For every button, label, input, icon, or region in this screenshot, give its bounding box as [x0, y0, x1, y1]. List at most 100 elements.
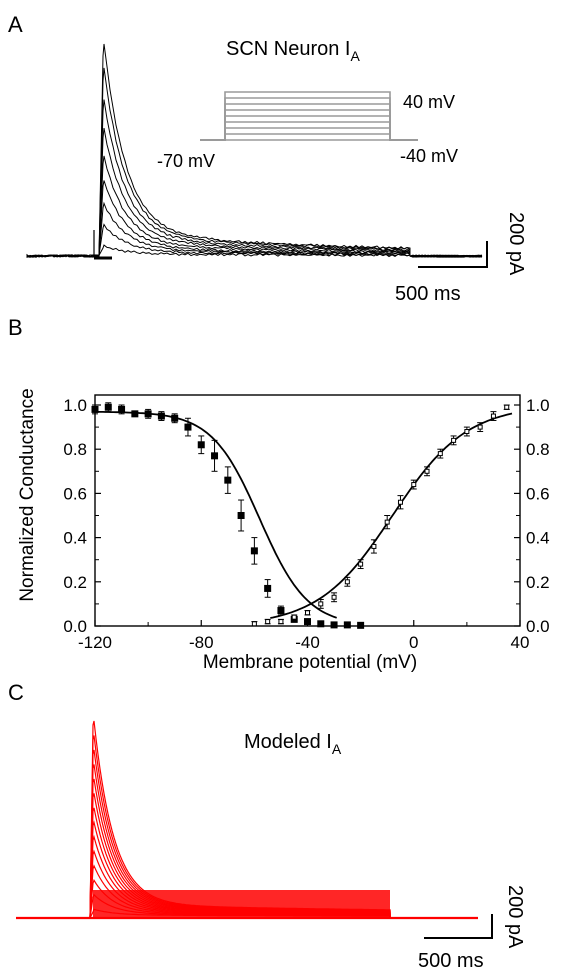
data-point-filled: [157, 412, 165, 420]
data-point-filled: [330, 621, 338, 629]
panel-c-scale-bar: [424, 914, 493, 939]
fit-curve: [94, 410, 337, 619]
data-point-open: [411, 482, 417, 488]
data-points: [91, 402, 510, 629]
data-point-open: [358, 561, 364, 567]
data-point-filled: [304, 618, 311, 626]
panel-b: B Normalized Conductance -120 -80 -40 0 400.…: [8, 315, 550, 673]
panel-a-title-main: SCN Neuron I: [226, 38, 351, 60]
panel-c-letter: C: [8, 680, 24, 705]
data-point-open: [305, 610, 310, 616]
plot-axes: -120 -80 -40 0 400.00.20.40.60.81.00.00.20.4…: [63, 394, 550, 652]
panel-c: C Modeled IA 200 pA 500 ms: [8, 680, 526, 972]
protocol-step-trace: [200, 121, 418, 141]
data-point-filled: [343, 621, 351, 629]
protocol-step-bottom-label: -40 mV: [400, 146, 458, 166]
data-point-open: [265, 619, 271, 625]
modeled-traces: [16, 720, 478, 920]
data-point-filled: [91, 405, 99, 413]
data-point-filled: [118, 405, 126, 413]
fit-curve: [270, 412, 513, 619]
x-axis-label: Membrane potential (mV): [203, 652, 417, 673]
current-trace: [26, 99, 483, 259]
y-tick-label: 0.2: [63, 573, 87, 592]
data-point-filled: [211, 452, 219, 460]
panel-a-title-subscript: A: [351, 48, 361, 64]
panel-a-scale-time-label: 500 ms: [395, 283, 461, 305]
data-point-open: [318, 601, 324, 607]
y-right-tick-label: 0.6: [526, 484, 550, 503]
data-point-open: [490, 413, 496, 419]
data-point-filled: [357, 621, 365, 629]
panel-a-scale-bar: [418, 241, 488, 268]
data-point-filled: [237, 512, 245, 519]
x-tick-label: 0: [409, 633, 418, 652]
panel-c-title: Modeled IA: [244, 731, 342, 757]
panel-a: A SCN Neuron IA 40 mV -70 mV -40 mV 200 …: [8, 12, 527, 305]
current-trace: [26, 180, 483, 258]
data-point-filled: [144, 410, 152, 418]
data-point-filled: [104, 403, 112, 411]
protocol-step-top-label: 40 mV: [403, 92, 455, 112]
y-right-tick-label: 0.4: [526, 529, 550, 548]
data-point-filled: [277, 607, 285, 615]
x-tick-label: -80: [189, 633, 214, 652]
data-point-open: [331, 594, 337, 600]
y-tick-label: 1.0: [63, 396, 87, 415]
current-trace: [26, 155, 483, 258]
protocol-holding-label: -70 mV: [157, 151, 215, 171]
data-point-filled: [171, 414, 179, 422]
fit-curves: [94, 410, 513, 619]
panel-a-scale-current-label: 200 pA: [505, 212, 527, 276]
data-point-filled: [250, 547, 258, 555]
data-point-open: [384, 519, 390, 525]
data-point-filled: [131, 410, 139, 418]
panel-c-title-subscript: A: [332, 741, 342, 757]
current-trace: [26, 201, 483, 258]
panel-a-title: SCN Neuron IA: [226, 38, 361, 64]
current-trace: [26, 43, 483, 258]
data-point-open: [464, 429, 470, 435]
data-point-open: [344, 579, 350, 585]
data-point-open: [504, 404, 510, 410]
plot-frame: [94, 394, 521, 627]
data-point-open: [278, 619, 284, 625]
data-point-open: [477, 424, 483, 430]
panel-c-scale-current-label: 200 pA: [504, 885, 526, 949]
data-point-open: [451, 437, 457, 443]
data-point-filled: [264, 584, 272, 592]
data-point-filled: [224, 476, 232, 484]
data-point-open: [424, 468, 430, 474]
voltage-protocol: [200, 91, 418, 141]
panel-a-letter: A: [8, 12, 23, 37]
panel-c-title-main: Modeled I: [244, 731, 332, 753]
data-point-filled: [184, 423, 192, 431]
y-tick-label: 0.4: [63, 529, 87, 548]
protocol-step-trace: [200, 91, 418, 141]
data-point-open: [397, 499, 403, 505]
data-point-open: [291, 614, 297, 620]
y-axis-label: Normalized Conductance: [17, 388, 38, 601]
panel-b-letter: B: [8, 315, 23, 340]
y-right-tick-label: 0.2: [526, 573, 550, 592]
modeled-sustained-band: [93, 890, 390, 918]
y-right-tick-label: 0.0: [526, 617, 550, 636]
y-tick-label: 0.8: [63, 440, 87, 459]
data-point-filled: [317, 620, 325, 628]
data-point-open: [251, 621, 257, 627]
protocol-step-trace: [200, 133, 418, 141]
y-tick-label: 0.0: [63, 617, 87, 636]
y-right-tick-label: 0.8: [526, 440, 550, 459]
protocol-step-trace: [200, 109, 418, 141]
current-trace: [26, 223, 483, 258]
data-point-open: [437, 451, 443, 457]
panel-c-scale-time-label: 500 ms: [418, 950, 484, 972]
recorded-traces: [26, 43, 483, 260]
x-tick-label: -40: [295, 633, 320, 652]
data-point-open: [371, 543, 377, 549]
y-right-tick-label: 1.0: [526, 396, 550, 415]
x-tick-label: 40: [511, 633, 530, 652]
y-tick-label: 0.6: [63, 484, 87, 503]
data-point-filled: [197, 441, 205, 449]
